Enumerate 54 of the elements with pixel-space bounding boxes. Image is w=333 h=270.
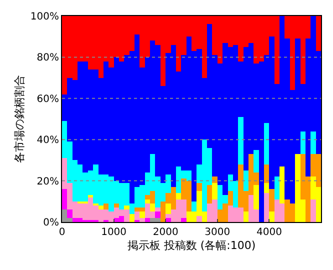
bar — [300, 131, 306, 154]
bar — [196, 182, 202, 192]
y-tick-label: 20% — [36, 176, 59, 188]
bar — [196, 216, 202, 222]
bar — [264, 182, 270, 194]
bar — [166, 218, 171, 222]
bar — [316, 16, 321, 52]
bar — [264, 193, 270, 222]
bar — [103, 203, 109, 210]
bar — [144, 199, 150, 204]
bar — [129, 214, 135, 222]
bar — [176, 193, 182, 200]
bar — [93, 203, 98, 206]
x-tick-label: 2000 — [152, 227, 178, 238]
bar — [114, 203, 119, 208]
bar — [243, 212, 248, 222]
bar — [155, 208, 160, 212]
x-tick-label: 1000 — [101, 227, 127, 238]
y-tick-label: 40% — [36, 135, 59, 146]
x-tick-label: 4000 — [256, 227, 282, 238]
bar — [192, 201, 197, 212]
bar — [264, 164, 270, 183]
bar — [150, 203, 156, 212]
bar — [140, 212, 145, 218]
bar — [254, 150, 259, 173]
y-axis-title: 各市場の銘柄割合 — [13, 75, 26, 163]
bar — [124, 206, 130, 210]
x-tick-label: 0 — [58, 227, 66, 238]
bar — [238, 116, 244, 164]
bar — [212, 176, 218, 183]
y-tick-label: 60% — [36, 94, 59, 105]
bar — [166, 203, 171, 214]
bar — [67, 210, 72, 218]
bar — [280, 166, 285, 204]
y-tick-label: 100% — [30, 12, 59, 22]
x-tick-label: 3000 — [204, 227, 230, 238]
y-tick-label: 80% — [36, 52, 59, 64]
x-axis-title: 掲示板 投稿数 (各幅:100) — [127, 239, 256, 252]
bar — [310, 199, 316, 222]
bar — [181, 218, 186, 222]
bar — [310, 131, 316, 154]
bar — [98, 206, 104, 210]
bar — [264, 123, 270, 164]
bar — [212, 182, 218, 200]
bar — [274, 176, 280, 200]
bar — [207, 184, 212, 204]
y-tick-label: 0% — [43, 218, 59, 228]
bar — [254, 184, 259, 210]
bar — [144, 218, 150, 222]
bar — [243, 170, 248, 192]
bar — [269, 212, 274, 222]
bar — [155, 212, 160, 218]
bar — [62, 189, 68, 210]
bar — [269, 189, 274, 212]
